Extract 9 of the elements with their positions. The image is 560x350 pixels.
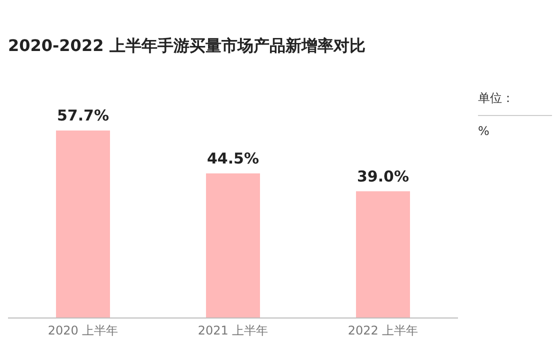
data-label: 44.5% — [206, 149, 260, 168]
x-tick-label: 2021 上半年 — [198, 324, 268, 338]
data-label: 57.7% — [56, 106, 110, 124]
x-tick-label: 2020 上半年 — [48, 324, 118, 338]
data-label: 39.0% — [356, 167, 410, 186]
text: % — [478, 124, 490, 140]
text: 单位： — [478, 90, 552, 116]
chart-title: 2020-2022 上半年手游买量市场产品新增率对比 — [8, 36, 366, 57]
x-tick-label: 2022 上半年 — [348, 324, 418, 338]
